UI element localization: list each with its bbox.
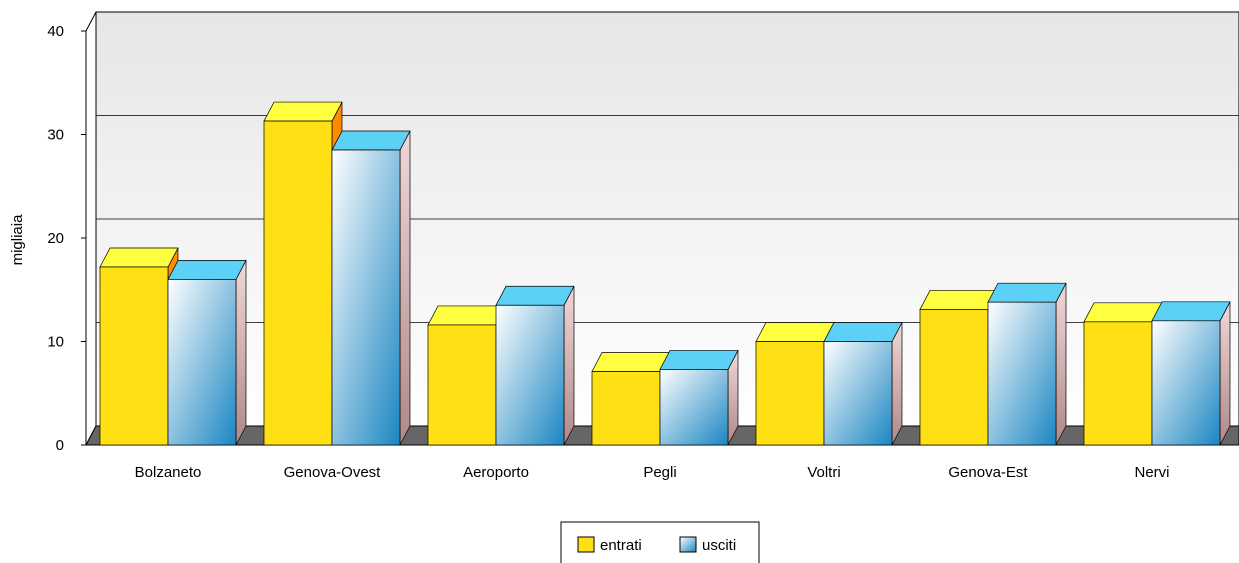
x-tick-label: Aeroporto [463,464,529,481]
bar-top [1083,302,1163,323]
bar [591,352,671,446]
bar-top [755,322,835,342]
bar [1151,301,1231,446]
y-tick-label: 20 [47,230,64,247]
bar [659,350,739,446]
bar-front [427,324,497,446]
bar [1083,302,1163,446]
bar-top [427,305,507,326]
x-tick-label: Nervi [1134,464,1169,481]
bar-side [235,260,247,446]
bar-front [919,309,989,446]
x-tick-label: Pegli [643,464,676,481]
y-tick-label: 40 [47,23,64,40]
legend-label: entrati [600,537,642,554]
bar [919,290,999,446]
bar-top [823,322,903,342]
bar-side [1219,301,1231,446]
x-tick-label: Genova-Est [948,464,1028,481]
bar-front [99,266,169,446]
bar-top [659,350,739,370]
y-tick-label: 0 [56,437,64,454]
bar [823,322,903,446]
bar-side [399,130,411,446]
bar-front [331,149,401,446]
bar-side [563,286,575,446]
legend-swatch [679,536,697,553]
bar-front [1083,321,1153,446]
bar [167,260,247,446]
bar-top [1151,301,1231,322]
bar-front [495,304,565,446]
bar-front [591,371,661,446]
bar [427,305,507,446]
bar [987,282,1067,446]
bar-front [659,369,729,446]
bar-front [823,341,893,446]
bar-top [987,282,1067,303]
bar-front [1151,320,1221,446]
bar-top [99,247,179,268]
bar [755,322,835,446]
bar-top [263,101,343,122]
bar-top [331,130,411,151]
bar [263,101,343,446]
y-axis-label: migliaia [9,214,26,266]
x-tick-label: Voltri [807,464,840,481]
y-tick-label: 10 [47,333,64,350]
bar [99,247,179,446]
bar-top [591,352,671,372]
bar-front [167,279,237,446]
bar-front [987,301,1057,446]
bar [331,130,411,446]
x-tick-label: Bolzaneto [135,464,202,481]
side-wall [85,11,97,446]
x-tick-label: Genova-Ovest [284,464,382,481]
bar-front [755,341,825,446]
legend: entrati usciti [560,521,760,563]
bar-top [495,285,575,306]
bar-top [919,290,999,310]
legend-label: usciti [702,537,736,554]
y-tick-label: 30 [47,126,64,143]
bar-front [263,120,333,446]
legend-swatch [577,536,595,553]
bar-top [167,260,247,280]
bar-side [1055,283,1067,446]
bar [495,285,575,446]
bar-side [891,322,903,446]
